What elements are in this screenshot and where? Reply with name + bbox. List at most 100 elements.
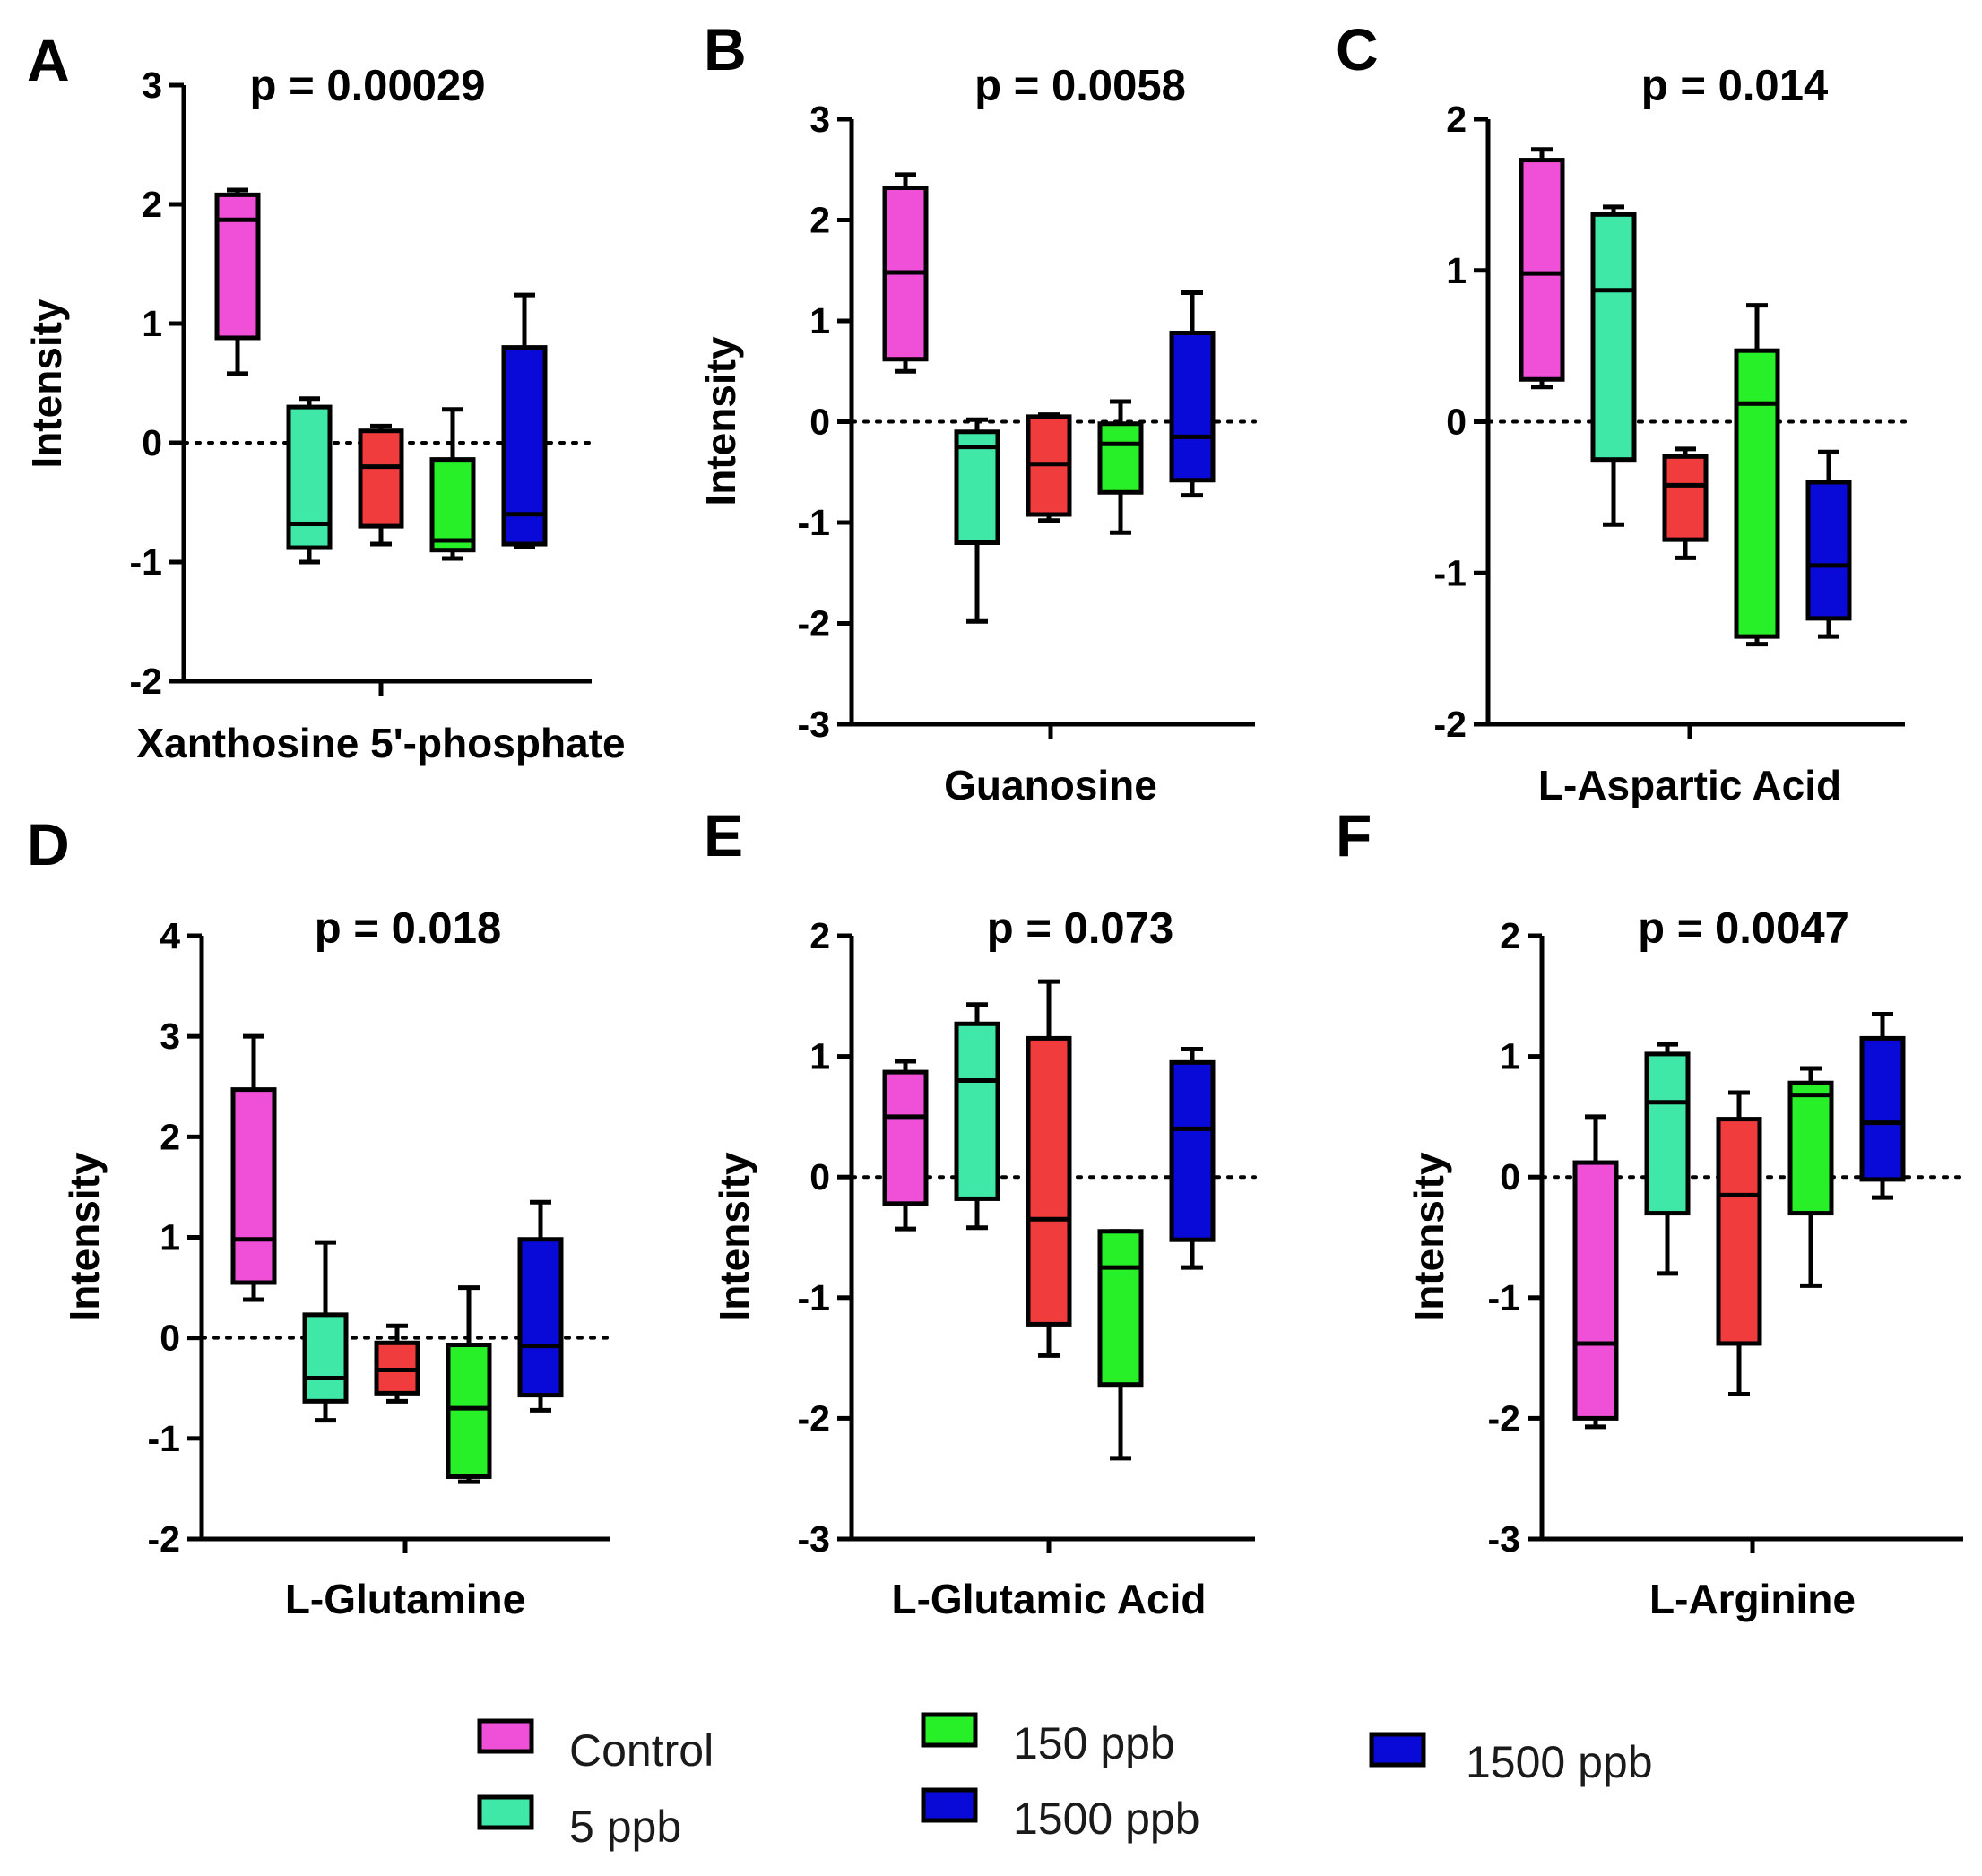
box-iqr xyxy=(1590,212,1637,463)
box-iqr xyxy=(1519,158,1565,382)
y-tick-label: 1 xyxy=(142,303,162,344)
box-iqr xyxy=(214,192,261,341)
y-tick-label: 1 xyxy=(1446,250,1467,291)
y-tick-label: 2 xyxy=(160,1116,180,1157)
box-iqr xyxy=(954,1021,1000,1201)
box-iqr xyxy=(1097,421,1144,495)
box-iqr xyxy=(1859,1035,1906,1182)
x-axis-label: L-Aspartic Acid xyxy=(1538,762,1841,808)
p-value-text: p = 0.0047 xyxy=(1638,904,1849,953)
box-iqr xyxy=(1097,1229,1144,1388)
box-5-ppb xyxy=(302,1240,349,1423)
y-tick-label: -2 xyxy=(1434,704,1467,745)
y-axis-label: Intensity xyxy=(23,298,70,469)
y-tick-label: 0 xyxy=(809,402,830,443)
y-tick-label: -1 xyxy=(130,541,162,583)
box-iqr xyxy=(429,457,476,553)
box-iqr xyxy=(1026,1035,1072,1327)
y-tick-label: 2 xyxy=(809,915,830,956)
box-50-ppb xyxy=(1716,1090,1762,1396)
y-tick-label: -1 xyxy=(148,1418,180,1459)
legend-label: Control xyxy=(569,1725,714,1776)
legend-swatch xyxy=(921,1787,978,1823)
x-axis-label: L-Glutamine xyxy=(285,1576,525,1622)
y-tick-label: 0 xyxy=(809,1156,830,1197)
legend-item: 1500 ppb xyxy=(1369,1732,1653,1787)
x-axis-label: Xanthosine 5'-phosphate xyxy=(136,720,625,766)
box-50-ppb xyxy=(1026,979,1072,1358)
panel-label: F xyxy=(1336,802,1372,869)
box-iqr xyxy=(1805,480,1852,621)
box-iqr xyxy=(302,1312,349,1404)
y-tick-label: 2 xyxy=(1446,99,1467,140)
y-axis-label: Intensity xyxy=(697,336,744,506)
box-5-ppb xyxy=(286,396,333,565)
y-tick-label: 1 xyxy=(160,1217,180,1258)
box-iqr xyxy=(230,1087,277,1285)
box-control xyxy=(214,187,261,376)
box-control xyxy=(882,1059,929,1232)
y-tick-label: 0 xyxy=(1500,1156,1520,1197)
legend-label: 150 ppb xyxy=(1013,1718,1175,1768)
legend-item: Control xyxy=(477,1718,714,1776)
panel-b: Bp = 0.0058 3 2 1 0 -1 -2 -3 Guanosine Intensity xyxy=(697,16,1257,808)
y-tick-label: -1 xyxy=(798,502,830,543)
panel-label: C xyxy=(1336,16,1379,82)
box-control xyxy=(1572,1114,1619,1430)
x-axis-label: Guanosine xyxy=(944,762,1157,808)
legend-item: 150 ppb xyxy=(921,1712,1175,1768)
y-tick-label: 2 xyxy=(809,200,830,241)
p-value-text: p = 0.014 xyxy=(1641,62,1828,110)
panel-label: E xyxy=(704,802,743,869)
panel-e: Ep = 0.073 2 1 0 -1 -2 -3 L-Glutamic Acid Intens… xyxy=(704,802,1257,1622)
y-tick-label: 1 xyxy=(809,1036,830,1077)
panel-label: D xyxy=(27,811,70,877)
panel-label: A xyxy=(27,27,70,93)
legend-label: 1500 ppb xyxy=(1466,1737,1653,1787)
box-iqr xyxy=(1169,331,1216,483)
legend-swatch xyxy=(1369,1732,1426,1768)
p-value-text: p = 0.018 xyxy=(315,904,501,953)
y-tick-label: -3 xyxy=(1488,1518,1520,1560)
y-tick-label: 4 xyxy=(160,915,180,956)
box-150-ppb xyxy=(1097,1229,1144,1461)
box-50-ppb xyxy=(358,423,404,547)
y-tick-label: 3 xyxy=(809,99,830,140)
y-tick-label: 3 xyxy=(160,1016,180,1057)
panel-d: Dp = 0.018 4 3 2 1 0 -1 -2 L-Glutamine Intensity xyxy=(27,811,611,1622)
y-tick-label: 2 xyxy=(1500,915,1520,956)
box-iqr xyxy=(1787,1080,1834,1216)
box-iqr xyxy=(882,1069,929,1206)
y-tick-label: 1 xyxy=(1500,1036,1520,1077)
box-5-ppb xyxy=(1590,204,1637,527)
p-value-text: p = 0.0058 xyxy=(974,62,1186,110)
box-iqr xyxy=(1716,1117,1762,1346)
legend: Control 5 ppb 150 ppb 1500 ppb 1500 ppb xyxy=(477,1712,1653,1852)
legend-item: 1500 ppb xyxy=(921,1787,1200,1844)
y-axis-label: Intensity xyxy=(61,1152,108,1322)
y-axis-label: Intensity xyxy=(711,1152,757,1322)
box-1500-ppb xyxy=(1859,1011,1906,1200)
box-control xyxy=(882,172,929,374)
box-iqr xyxy=(446,1343,492,1479)
box-150-ppb xyxy=(1787,1066,1834,1288)
box-iqr xyxy=(286,404,333,550)
box-iqr xyxy=(1169,1059,1216,1242)
box-1500-ppb xyxy=(501,292,548,549)
y-tick-label: -2 xyxy=(148,1518,180,1560)
box-1500-ppb xyxy=(1169,290,1216,498)
y-tick-label: 0 xyxy=(142,422,162,463)
box-50-ppb xyxy=(1026,412,1072,523)
legend-label: 1500 ppb xyxy=(1013,1794,1200,1844)
box-iqr xyxy=(1734,348,1780,639)
box-control xyxy=(230,1033,277,1302)
p-value-text: p = 0.00029 xyxy=(250,62,486,110)
legend-label: 5 ppb xyxy=(569,1802,681,1852)
y-tick-label: 3 xyxy=(142,65,162,106)
box-150-ppb xyxy=(429,407,476,561)
box-iqr xyxy=(954,429,1000,545)
box-50-ppb xyxy=(374,1323,420,1404)
y-tick-label: 1 xyxy=(809,300,830,341)
y-tick-label: -1 xyxy=(1434,552,1467,593)
